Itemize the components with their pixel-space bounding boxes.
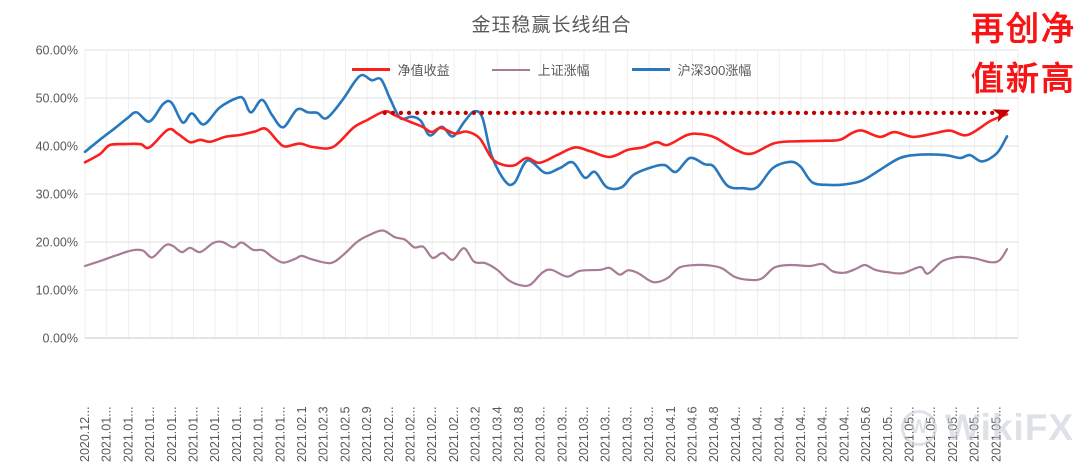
- x-axis-label: 2021.05...: [989, 406, 1003, 462]
- annotation-new-high: 再创净 值新高: [971, 4, 1076, 104]
- x-axis-label: 2021.01...: [273, 406, 287, 462]
- x-axis-label: 2021.01...: [208, 406, 222, 462]
- y-axis-label: 10.00%: [36, 284, 78, 298]
- x-axis-label: 2021.03...: [577, 406, 591, 462]
- legend-swatch-icon: [491, 68, 530, 71]
- x-axis-label: 2021.02.1: [295, 406, 309, 462]
- annotation-line-2: 值新高: [971, 60, 1076, 97]
- series-line-0: [83, 109, 1009, 168]
- x-axis-label: 2021.04.6: [686, 406, 700, 462]
- y-axis-label: 30.00%: [36, 188, 78, 202]
- x-axis-labels: 2020.12... 2021.01... 2021.01... 2021.01...…: [78, 406, 1003, 462]
- x-axis-label: 2021.01...: [252, 406, 266, 462]
- y-axis-label: 60.00%: [36, 44, 78, 58]
- x-axis-label: 2020.12...: [78, 406, 92, 462]
- annotation-line-1: 再创净: [971, 10, 1076, 47]
- x-axis-label: 2021.04.8: [707, 406, 721, 462]
- x-axis-label: 2021.05...: [924, 406, 938, 462]
- x-axis-label: 2021.05...: [946, 406, 960, 462]
- x-axis-label: 2021.04.1: [664, 406, 678, 462]
- x-axis-label: 2021.01...: [230, 406, 244, 462]
- arrow-head-icon: [992, 109, 1010, 123]
- y-axis-label: 40.00%: [36, 140, 78, 154]
- legend-swatch-icon: [351, 68, 390, 71]
- x-axis-label: 2021.05...: [903, 406, 917, 462]
- x-axis-label: 2021.01...: [121, 406, 135, 462]
- x-axis-label: 2021.03...: [642, 406, 656, 462]
- x-axis-label: 2021.02.5: [338, 406, 352, 462]
- legend-label: 沪深300涨幅: [677, 63, 752, 78]
- x-axis-label: 2021.03...: [620, 406, 634, 462]
- series-line-1: [83, 229, 1009, 288]
- x-axis-label: 2021.04...: [772, 406, 786, 462]
- y-axis-label: 0.00%: [43, 332, 78, 346]
- legend-item-csi300-change: 沪深300涨幅: [631, 60, 752, 79]
- x-axis-label: 2021.03.4: [490, 406, 504, 462]
- y-axis-labels: 60.00% 50.00% 40.00% 30.00% 20.00% 10.00% 0.00…: [36, 44, 78, 346]
- x-axis-label: 2021.05...: [881, 406, 895, 462]
- chart-legend: 净值收益 上证涨幅 沪深300涨幅: [85, 60, 1018, 79]
- x-axis-label: 2021.02...: [404, 406, 418, 462]
- x-axis-label: 2021.02...: [447, 406, 461, 462]
- x-axis-label: 2021.03.2: [469, 406, 483, 462]
- x-axis-label: 2021.02.9: [360, 406, 374, 462]
- x-axis-label: 2021.04...: [794, 406, 808, 462]
- x-axis-label: 2021.01...: [187, 406, 201, 462]
- x-axis-label: 2021.01...: [165, 406, 179, 462]
- x-axis-label: 2021.03...: [555, 406, 569, 462]
- x-axis-label: 2021.05.6: [859, 406, 873, 462]
- legend-label: 上证涨幅: [537, 63, 590, 78]
- legend-item-net-return: 净值收益: [351, 60, 450, 79]
- x-axis-label: 2021.04...: [837, 406, 851, 462]
- horizontal-gridlines: [85, 49, 1018, 339]
- chart-title: 金珏稳赢长线组合: [471, 15, 632, 36]
- series-line-2: [83, 73, 1009, 191]
- x-axis-label: 2021.04...: [816, 406, 830, 462]
- x-axis-label: 2021.03.8: [512, 406, 526, 462]
- x-axis-label: 2021.02.3: [317, 406, 331, 462]
- x-axis-label: 2021.03...: [599, 406, 613, 462]
- y-axis-label: 50.00%: [36, 92, 78, 106]
- x-axis-label: 2021.04...: [751, 406, 765, 462]
- legend-swatch-icon: [631, 68, 670, 71]
- x-axis-label: 2021.01...: [100, 406, 114, 462]
- x-axis-label: 2021.03...: [534, 406, 548, 462]
- x-axis-label: 2021.02...: [382, 406, 396, 462]
- y-axis-label: 20.00%: [36, 236, 78, 250]
- x-axis-label: 2021.04...: [729, 406, 743, 462]
- x-axis-label: 2021.05...: [968, 406, 982, 462]
- legend-item-sse-change: 上证涨幅: [491, 60, 590, 79]
- x-axis-label: 2021.01...: [143, 406, 157, 462]
- legend-label: 净值收益: [397, 63, 450, 78]
- x-axis-label: 2021.02...: [425, 406, 439, 462]
